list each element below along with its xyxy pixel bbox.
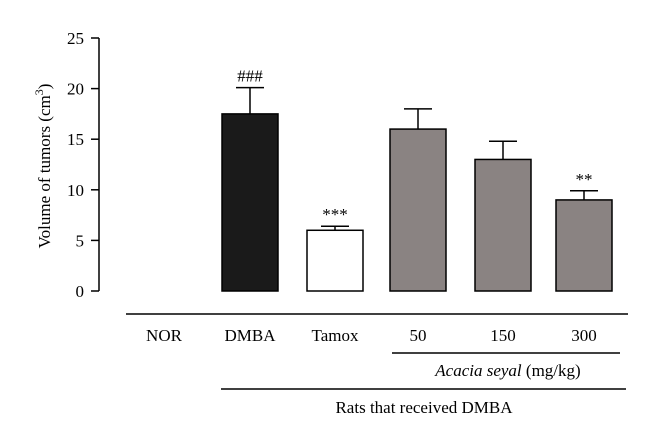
bar-Tamox bbox=[306, 229, 364, 292]
dmba-group-label: Rats that received DMBA bbox=[335, 398, 513, 417]
x-category-label: DMBA bbox=[224, 326, 276, 345]
y-tick-label: 0 bbox=[76, 282, 85, 301]
y-axis-ticks: 0 5 10 15 20 25 bbox=[67, 29, 99, 301]
x-category-label: Tamox bbox=[312, 326, 359, 345]
y-tick-label: 20 bbox=[67, 80, 84, 99]
x-category-label: 50 bbox=[410, 326, 427, 345]
bar-150 bbox=[474, 158, 532, 292]
y-axis-label: Volume of tumors (cm3) bbox=[32, 84, 54, 249]
y-tick-label: 10 bbox=[67, 181, 84, 200]
bars-group: ###***** bbox=[221, 67, 613, 292]
bar-300 bbox=[555, 199, 613, 292]
x-category-label: NOR bbox=[146, 326, 183, 345]
x-category-label: 300 bbox=[571, 326, 597, 345]
y-axis-label-superscript: 3 bbox=[32, 89, 46, 95]
bar-50 bbox=[389, 128, 447, 292]
significance-label-Tamox: *** bbox=[322, 205, 348, 224]
x-category-label: 150 bbox=[490, 326, 516, 345]
y-tick-label: 25 bbox=[67, 29, 84, 48]
acacia-group-label: Acacia seyal (mg/kg) bbox=[434, 361, 580, 380]
y-tick-label: 5 bbox=[76, 231, 85, 250]
x-axis-category-labels: NOR DMBA Tamox 50 150 300 bbox=[146, 326, 597, 345]
significance-label-DMBA: ### bbox=[237, 67, 263, 86]
significance-label-300: ** bbox=[576, 170, 593, 189]
y-tick-label: 15 bbox=[67, 130, 84, 149]
bar-DMBA bbox=[221, 113, 279, 292]
